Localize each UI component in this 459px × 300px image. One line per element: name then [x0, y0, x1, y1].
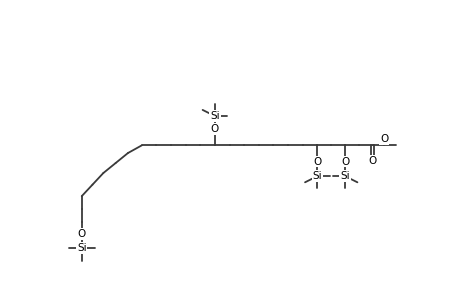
Text: Si: Si: [210, 111, 219, 121]
Text: Si: Si: [77, 243, 86, 253]
Text: O: O: [368, 156, 376, 166]
Text: O: O: [210, 124, 218, 134]
Text: O: O: [78, 229, 86, 239]
Text: Si: Si: [340, 171, 349, 181]
Text: O: O: [380, 134, 388, 144]
Text: O: O: [313, 157, 321, 166]
Text: Si: Si: [312, 171, 321, 181]
Text: O: O: [340, 157, 348, 166]
